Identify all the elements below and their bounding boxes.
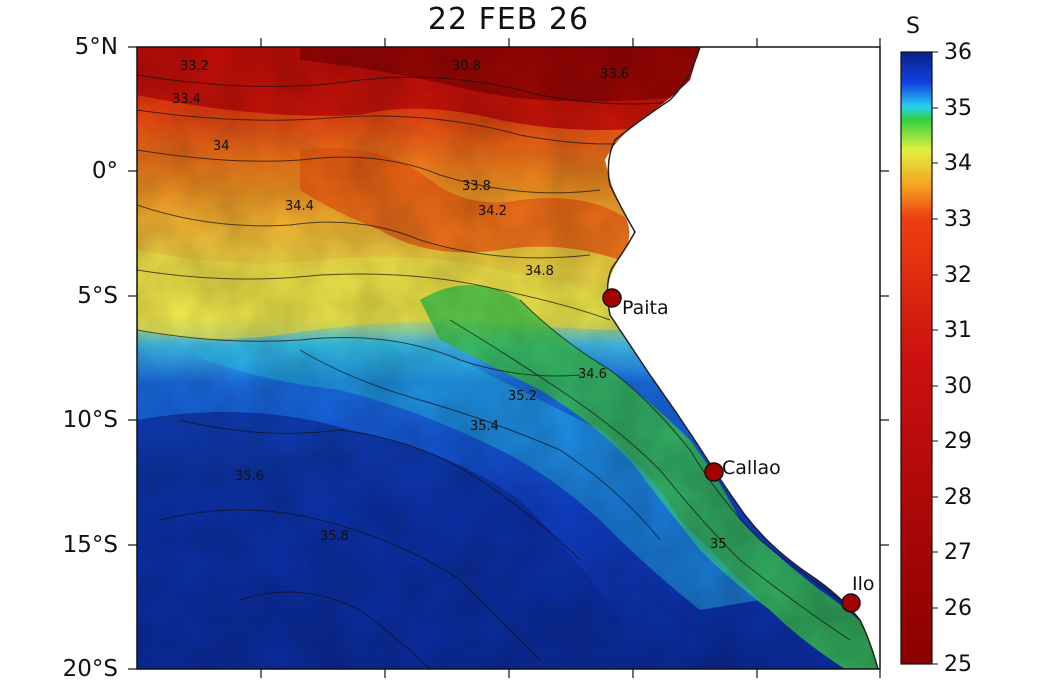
contour-label: 30.8 (452, 59, 481, 74)
contour-label: 33.6 (600, 67, 629, 82)
contour-label: 33.2 (180, 59, 209, 74)
contour-label: 35.8 (320, 529, 349, 544)
colorbar-label: 30 (944, 374, 972, 399)
coastline (606, 46, 879, 670)
contour-label: 33.8 (462, 179, 491, 194)
contour-lines (137, 74, 871, 669)
colorbar-label: 28 (944, 485, 972, 510)
contour-label: 34.2 (478, 204, 507, 219)
colorbar-unit: S (906, 14, 920, 39)
lat-label-10s: 10°S (62, 407, 118, 433)
lat-label-5s: 5°S (77, 283, 118, 309)
land-mask (605, 47, 880, 669)
contour-labels: 33.2 33.4 33.6 33.8 34 34.2 34.4 34.6 34… (172, 59, 727, 552)
lat-label-15s: 15°S (62, 532, 118, 558)
port-markers (602, 288, 861, 613)
colorbar (900, 51, 933, 665)
colorbar-label: 36 (944, 40, 972, 65)
colorbar-label: 25 (944, 652, 972, 677)
map-ticks (128, 38, 889, 678)
contour-label: 34.8 (525, 264, 554, 279)
port-marker-ilo (841, 593, 861, 613)
contour-label: 34.4 (285, 199, 314, 214)
colorbar-ticks (932, 51, 938, 665)
colorbar-label: 26 (944, 596, 972, 621)
contour-label: 34 (213, 139, 230, 154)
port-label-ilo: Ilo (852, 573, 875, 595)
lat-label-20s: 20°S (62, 656, 118, 682)
colorbar-label: 34 (944, 151, 972, 176)
contour-label: 33.4 (172, 92, 201, 107)
port-label-callao: Callao (722, 457, 781, 479)
contour-label: 35.2 (508, 389, 537, 404)
colorbar-label: 32 (944, 263, 972, 288)
contour-label: 34.6 (578, 367, 607, 382)
colorbar-label: 31 (944, 318, 972, 343)
port-marker-paita (602, 288, 622, 308)
colorbar-label: 33 (944, 207, 972, 232)
port-marker-callao (704, 462, 724, 482)
contour-label: 35.6 (235, 469, 264, 484)
colorbar-label: 35 (944, 96, 972, 121)
lat-label-5n: 5°N (74, 34, 118, 60)
port-label-paita: Paita (622, 297, 669, 319)
map-title: 22 FEB 26 (427, 2, 590, 37)
contour-label: 35 (710, 537, 727, 552)
colorbar-label: 27 (944, 540, 972, 565)
contour-label: 35.4 (470, 419, 499, 434)
colorbar-label: 29 (944, 429, 972, 454)
lat-label-0: 0° (91, 158, 118, 184)
